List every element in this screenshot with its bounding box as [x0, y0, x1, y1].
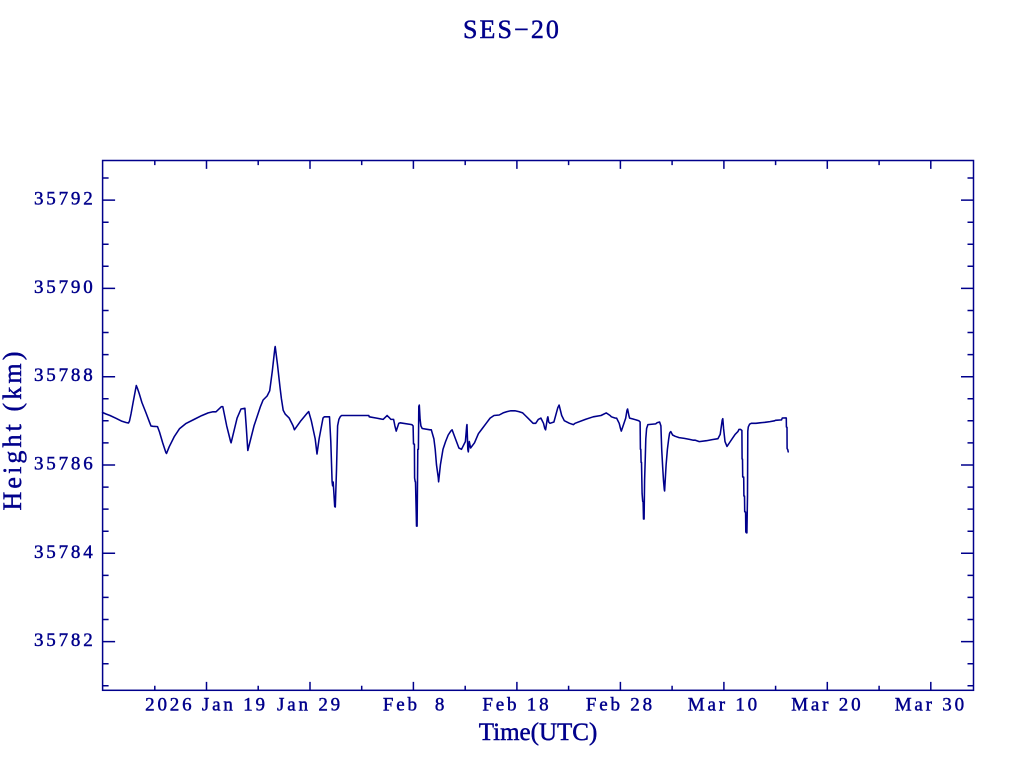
svg-text:35792: 35792 — [34, 189, 96, 210]
svg-text:35786: 35786 — [34, 454, 96, 475]
svg-text:Height (km): Height (km) — [0, 349, 27, 511]
svg-text:SES−20: SES−20 — [463, 15, 561, 44]
svg-text:35784: 35784 — [34, 542, 96, 563]
svg-text:Jan 29: Jan 29 — [277, 695, 343, 716]
svg-text:Mar 20: Mar 20 — [791, 695, 863, 716]
svg-text:Feb 8: Feb 8 — [383, 695, 447, 716]
svg-text:Feb 18: Feb 18 — [482, 695, 551, 716]
svg-text:Time(UTC): Time(UTC) — [479, 719, 598, 746]
svg-text:35782: 35782 — [34, 630, 96, 651]
svg-text:35790: 35790 — [34, 277, 96, 298]
svg-text:Mar 10: Mar 10 — [688, 695, 760, 716]
svg-text:Mar 30: Mar 30 — [895, 695, 967, 716]
svg-text:Feb 28: Feb 28 — [586, 695, 655, 716]
svg-text:35788: 35788 — [34, 365, 96, 386]
svg-text:2026 Jan 19: 2026 Jan 19 — [145, 695, 268, 716]
